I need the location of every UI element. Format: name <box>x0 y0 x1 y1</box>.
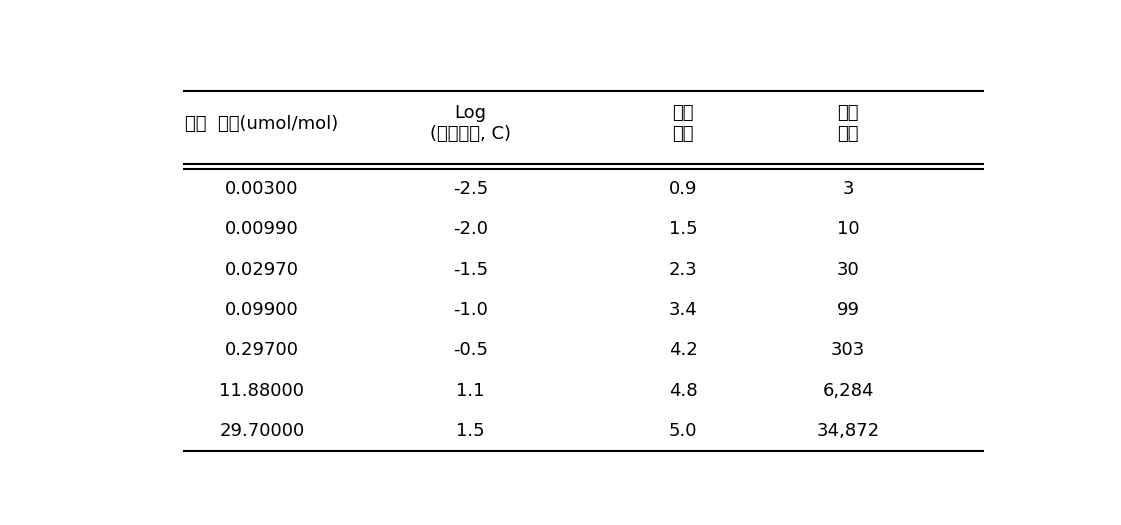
Text: 0.9: 0.9 <box>669 180 697 198</box>
Text: 4.8: 4.8 <box>669 382 697 400</box>
Text: 303: 303 <box>831 341 865 359</box>
Text: 1.5: 1.5 <box>456 422 484 440</box>
Text: 34,872: 34,872 <box>816 422 880 440</box>
Text: -2.5: -2.5 <box>453 180 488 198</box>
Text: Log
(물질농도, C): Log (물질농도, C) <box>429 104 511 143</box>
Text: -0.5: -0.5 <box>453 341 488 359</box>
Text: -1.5: -1.5 <box>453 261 488 279</box>
Text: -1.0: -1.0 <box>453 301 488 319</box>
Text: 5.0: 5.0 <box>669 422 697 440</box>
Text: -2.0: -2.0 <box>453 220 488 238</box>
Text: 희석
배수: 희석 배수 <box>837 104 859 143</box>
Text: 11.88000: 11.88000 <box>220 382 304 400</box>
Text: 물질  농도(umol/mol): 물질 농도(umol/mol) <box>185 114 339 133</box>
Text: 1.1: 1.1 <box>456 382 484 400</box>
Text: 99: 99 <box>836 301 860 319</box>
Text: 0.00300: 0.00300 <box>225 180 298 198</box>
Text: 30: 30 <box>836 261 860 279</box>
Text: 1.5: 1.5 <box>669 220 697 238</box>
Text: 10: 10 <box>837 220 860 238</box>
Text: 3: 3 <box>842 180 854 198</box>
Text: 0.09900: 0.09900 <box>225 301 298 319</box>
Text: 악취
강도: 악취 강도 <box>673 104 694 143</box>
Text: 3.4: 3.4 <box>669 301 697 319</box>
Text: 0.29700: 0.29700 <box>224 341 299 359</box>
Text: 4.2: 4.2 <box>669 341 697 359</box>
Text: 6,284: 6,284 <box>823 382 874 400</box>
Text: 2.3: 2.3 <box>669 261 697 279</box>
Text: 0.00990: 0.00990 <box>225 220 298 238</box>
Text: 29.70000: 29.70000 <box>219 422 305 440</box>
Text: 0.02970: 0.02970 <box>224 261 299 279</box>
